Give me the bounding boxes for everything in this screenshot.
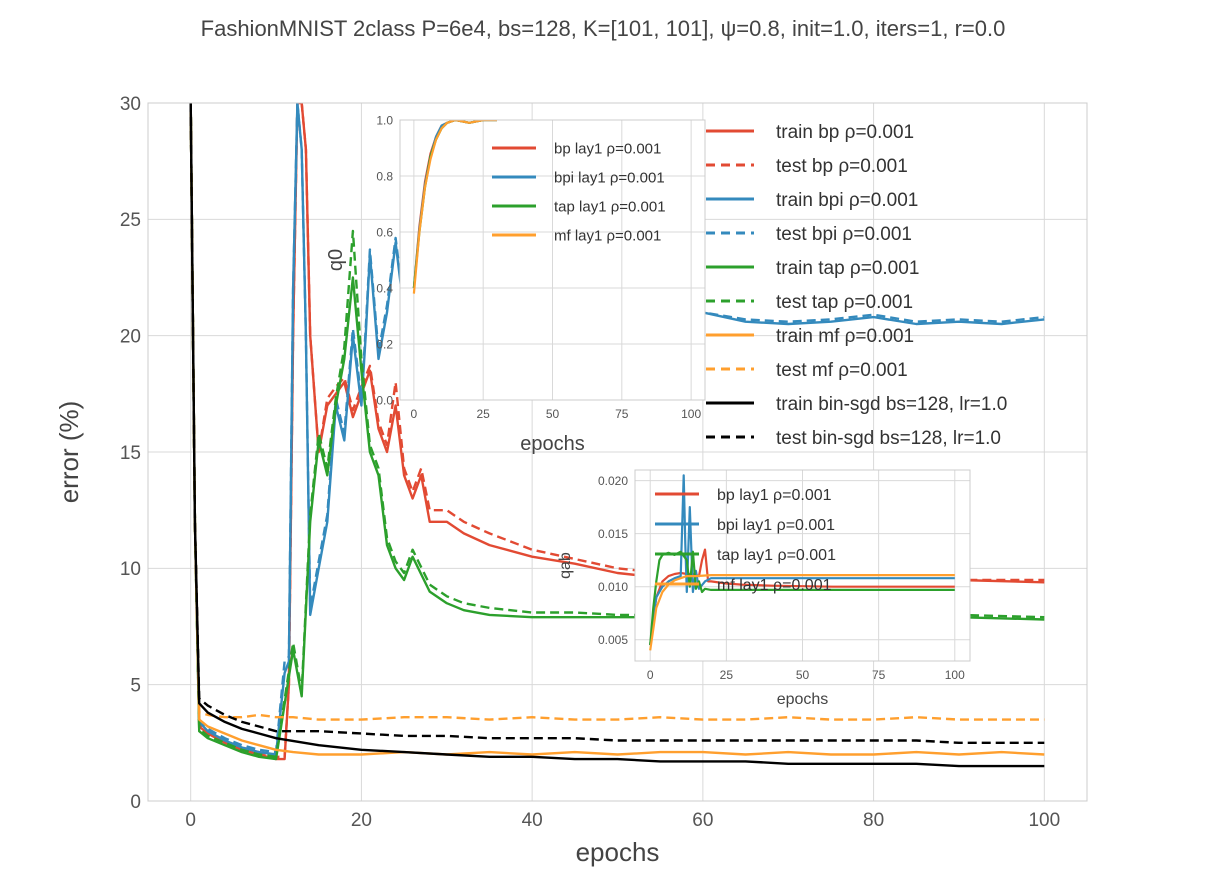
legend-label: mf lay1 ρ=0.001	[554, 227, 661, 244]
y-tick-label: 15	[120, 443, 141, 464]
legend-label: tap lay1 ρ=0.001	[717, 547, 836, 564]
y-axis-label: qab	[557, 552, 574, 579]
x-tick-label: 100	[1028, 810, 1060, 831]
series-line-mf-train	[649, 573, 955, 651]
legend-label: bpi lay1 ρ=0.001	[717, 517, 835, 534]
legend: bp lay1 ρ=0.001 bpi lay1 ρ=0.001 tap lay1 …	[492, 140, 666, 244]
figure-title: FashionMNIST 2class P=6e4, bs=128, K=[10…	[201, 16, 1006, 41]
x-tick-label: 80	[863, 810, 884, 831]
series-group	[412, 120, 497, 294]
x-axis-label: epochs	[520, 433, 585, 455]
main-chart: 0 20 40 60 80 100 0 5 10 15 20 25 30 epochs error (%) t…	[54, 94, 1088, 867]
legend-label: test tap ρ=0.001	[776, 292, 913, 313]
y-tick-label: 0.8	[376, 169, 393, 183]
legend-label: test bp ρ=0.001	[776, 156, 908, 177]
x-tick-label: 25	[477, 407, 491, 421]
y-tick-label: 30	[120, 94, 141, 115]
y-tick-label: 0.2	[376, 337, 393, 351]
legend-label: train bp ρ=0.001	[776, 122, 914, 143]
x-tick-label: 0	[185, 810, 196, 831]
legend-label: test bpi ρ=0.001	[776, 224, 912, 245]
y-tick-label: 0.005	[598, 633, 628, 647]
y-tick-label: 25	[120, 210, 141, 231]
x-tick-label: 50	[546, 407, 560, 421]
x-tick-label: 20	[351, 810, 372, 831]
y-axis-label: q0	[325, 249, 347, 271]
series-line-mf-train	[412, 120, 497, 294]
series-line-sgd-train	[189, 103, 1045, 768]
series-line-tap-train	[649, 550, 955, 646]
series-line-bpi-test	[189, 103, 1045, 754]
legend: bp lay1 ρ=0.001 bpi lay1 ρ=0.001 tap lay1 …	[655, 487, 836, 594]
y-tick-label: 0.0	[376, 393, 393, 407]
y-tick-label: 0.4	[376, 281, 393, 295]
legend-label: train mf ρ=0.001	[776, 326, 914, 347]
x-tick-label: 75	[615, 407, 629, 421]
x-axis-label: epochs	[777, 691, 829, 708]
series-line-bpi-train	[189, 103, 1045, 756]
x-tick-label: 0	[647, 668, 654, 682]
series-line-bp-train	[649, 548, 955, 646]
y-tick-label: 10	[120, 559, 141, 580]
legend-label: bp lay1 ρ=0.001	[717, 487, 832, 504]
legend-label: tap lay1 ρ=0.001	[554, 198, 666, 215]
legend-label: train bin-sgd bs=128, lr=1.0	[776, 394, 1007, 415]
x-tick-label: 25	[720, 668, 734, 682]
legend-label: train bpi ρ=0.001	[776, 190, 918, 211]
legend-label: train tap ρ=0.001	[776, 258, 919, 279]
inset-chart-q0: 0 25 50 75 100 0.0 0.2 0.4 0.6 0.8 1.0 epochs q0 bp l…	[325, 113, 706, 455]
legend-label: bpi lay1 ρ=0.001	[554, 169, 665, 186]
plot-frame	[634, 469, 971, 662]
y-tick-label: 0	[130, 792, 141, 813]
y-tick-label: 0.015	[598, 527, 628, 541]
series-line-sgd-test	[189, 103, 1045, 744]
series-line-mf-test	[189, 103, 1045, 721]
y-tick-label: 0.020	[598, 474, 628, 488]
plot-frame	[147, 102, 1088, 802]
y-axis-label: error (%)	[54, 401, 84, 504]
plot-frame	[399, 119, 706, 401]
x-tick-label: 40	[522, 810, 543, 831]
y-tick-label: 1.0	[376, 113, 393, 127]
inset-chart-qab: 0 25 50 75 100 0.005 0.010 0.015 0.020 epochs qab b…	[557, 469, 971, 708]
y-tick-label: 0.010	[598, 580, 628, 594]
legend-label: test bin-sgd bs=128, lr=1.0	[776, 428, 1001, 449]
y-tick-label: 0.6	[376, 225, 393, 239]
legend: train bp ρ=0.001 test bp ρ=0.001 train bpi…	[706, 122, 1007, 449]
y-tick-label: 5	[130, 676, 141, 697]
y-tick-label: 20	[120, 327, 141, 348]
x-axis-label: epochs	[576, 837, 660, 867]
x-tick-label: 75	[872, 668, 886, 682]
x-tick-label: 100	[681, 407, 701, 421]
series-line-tap-train	[189, 103, 1045, 761]
series-group	[189, 103, 1045, 768]
series-line-mf-train	[189, 103, 1045, 756]
x-tick-label: 100	[945, 668, 965, 682]
legend-label: mf lay1 ρ=0.001	[717, 577, 832, 594]
x-tick-label: 50	[796, 668, 810, 682]
x-tick-label: 0	[411, 407, 418, 421]
x-tick-label: 60	[692, 810, 713, 831]
legend-label: bp lay1 ρ=0.001	[554, 140, 661, 157]
legend-label: test mf ρ=0.001	[776, 360, 908, 381]
